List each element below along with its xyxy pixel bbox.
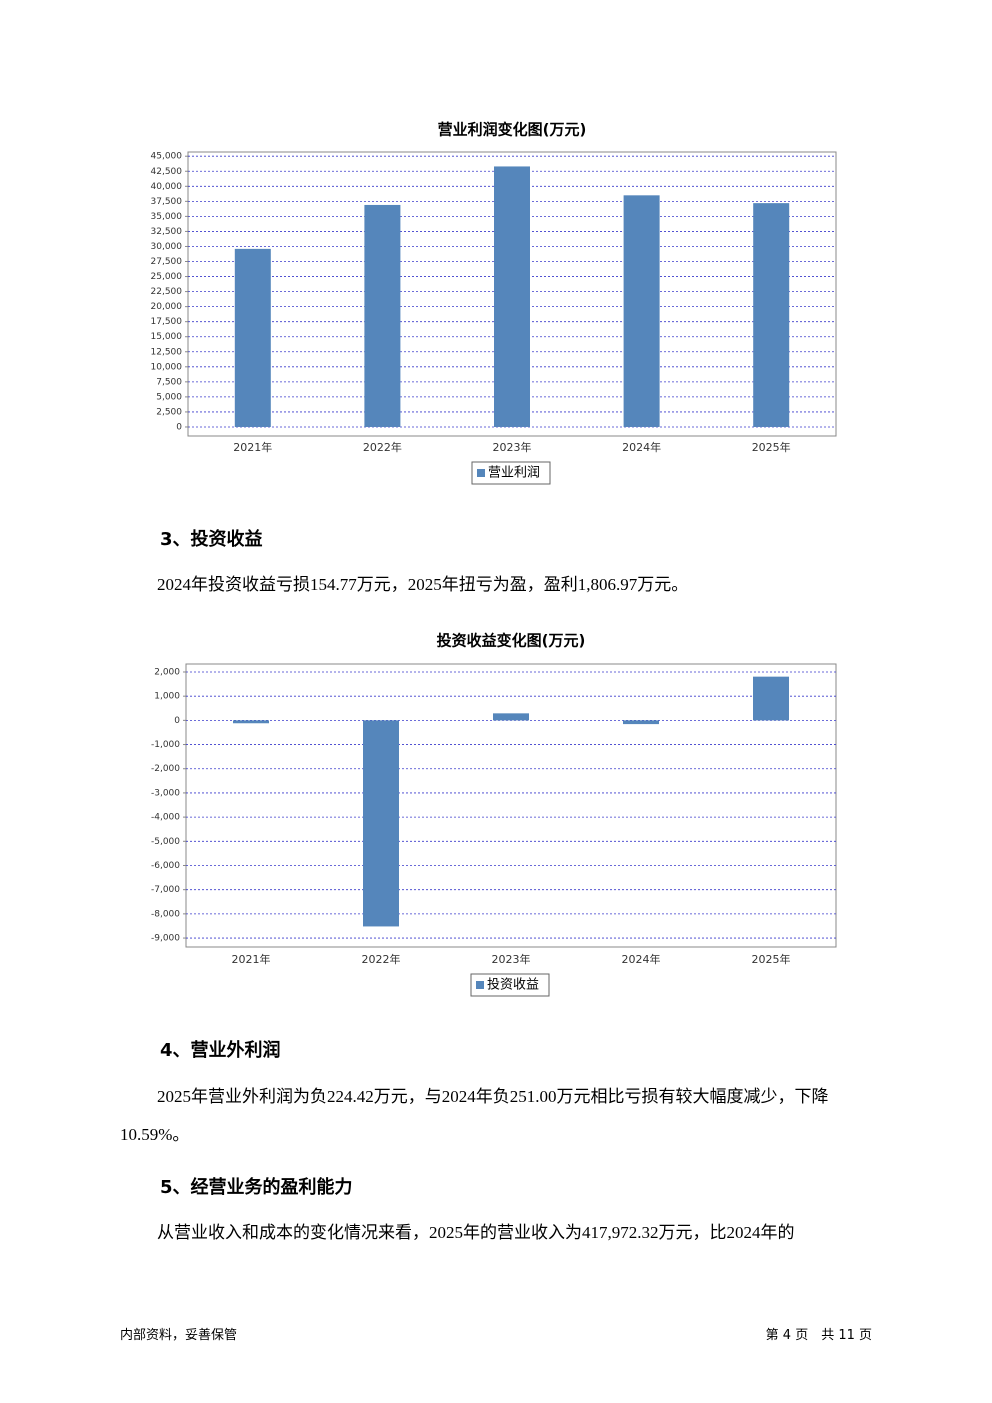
x-tick-label: 2023年 — [492, 952, 531, 966]
footer-left: 内部资料，妥善保管 — [120, 1328, 238, 1343]
y-tick-label: 17,500 — [151, 317, 183, 327]
bar — [623, 195, 660, 427]
y-tick-label: 42,500 — [151, 167, 183, 177]
y-tick-label: 10,000 — [151, 362, 183, 372]
y-tick-label: -5,000 — [151, 837, 180, 847]
x-tick-label: 2021年 — [233, 440, 272, 454]
x-tick-label: 2024年 — [622, 952, 661, 966]
bar — [363, 720, 399, 927]
bar — [493, 713, 529, 721]
legend-box — [471, 461, 551, 485]
y-tick-label: 40,000 — [151, 182, 183, 192]
y-tick-label: 0 — [176, 422, 182, 432]
bar — [753, 203, 790, 427]
section-heading: 5、经营业务的盈利能力 — [160, 1177, 353, 1198]
y-tick-label: -4,000 — [151, 813, 180, 823]
paragraph: 从营业收入和成本的变化情况来看，2025年的营业收入为417,972.32万元，… — [157, 1223, 795, 1242]
x-tick-label: 2025年 — [752, 440, 791, 454]
y-tick-label: 22,500 — [151, 287, 183, 297]
legend-box — [470, 973, 550, 997]
y-tick-label: 27,500 — [151, 257, 183, 267]
bar — [753, 676, 789, 721]
chart-title: 投资收益变化图(万元) — [437, 632, 586, 650]
y-tick-label: -8,000 — [151, 909, 180, 919]
y-tick-label: 2,000 — [154, 667, 180, 677]
paragraph: 2024年投资收益亏损154.77万元，2025年扭亏为盈，盈利1,806.97… — [157, 575, 689, 594]
x-tick-label: 2022年 — [362, 952, 401, 966]
y-tick-label: 32,500 — [151, 227, 183, 237]
x-tick-label: 2022年 — [363, 440, 402, 454]
y-tick-label: 1,000 — [154, 692, 180, 702]
y-tick-label: 7,500 — [156, 377, 182, 387]
bar — [364, 204, 401, 427]
legend-label: 投资收益 — [487, 977, 539, 993]
plot-frame — [185, 663, 837, 948]
y-tick-label: -1,000 — [151, 740, 180, 750]
y-tick-label: 2,500 — [156, 407, 182, 417]
y-tick-label: -3,000 — [151, 788, 180, 798]
y-tick-label: 25,000 — [151, 272, 183, 282]
y-tick-label: 15,000 — [151, 332, 183, 342]
y-tick-label: -6,000 — [151, 861, 180, 871]
x-tick-label: 2021年 — [232, 952, 271, 966]
y-tick-label: -2,000 — [151, 764, 180, 774]
bar — [623, 720, 659, 725]
chart-title: 营业利润变化图(万元) — [438, 121, 587, 139]
paragraph: 2025年营业外利润为负224.42万元，与2024年负251.00万元相比亏损… — [120, 1087, 829, 1144]
y-tick-label: -9,000 — [151, 934, 180, 944]
x-tick-label: 2025年 — [752, 952, 791, 966]
x-tick-label: 2024年 — [622, 440, 661, 454]
y-tick-label: 45,000 — [151, 152, 183, 162]
section-heading: 4、营业外利润 — [160, 1040, 281, 1061]
bar — [234, 248, 271, 427]
footer-right: 第 4 页 共 11 页 — [765, 1328, 872, 1343]
y-tick-label: 20,000 — [151, 302, 183, 312]
y-tick-label: 35,000 — [151, 212, 183, 222]
y-tick-label: -7,000 — [151, 885, 180, 895]
legend-swatch — [476, 981, 484, 989]
section-heading: 3、投资收益 — [160, 529, 263, 550]
legend-label: 营业利润 — [488, 466, 540, 481]
y-tick-label: 5,000 — [156, 392, 182, 402]
y-tick-label: 0 — [174, 716, 180, 726]
bar — [494, 166, 530, 427]
y-tick-label: 12,500 — [151, 347, 183, 357]
legend-swatch — [477, 469, 485, 477]
y-tick-label: 30,000 — [151, 242, 183, 252]
bar — [233, 720, 269, 724]
y-tick-label: 37,500 — [151, 197, 183, 207]
x-tick-label: 2023年 — [493, 440, 532, 454]
